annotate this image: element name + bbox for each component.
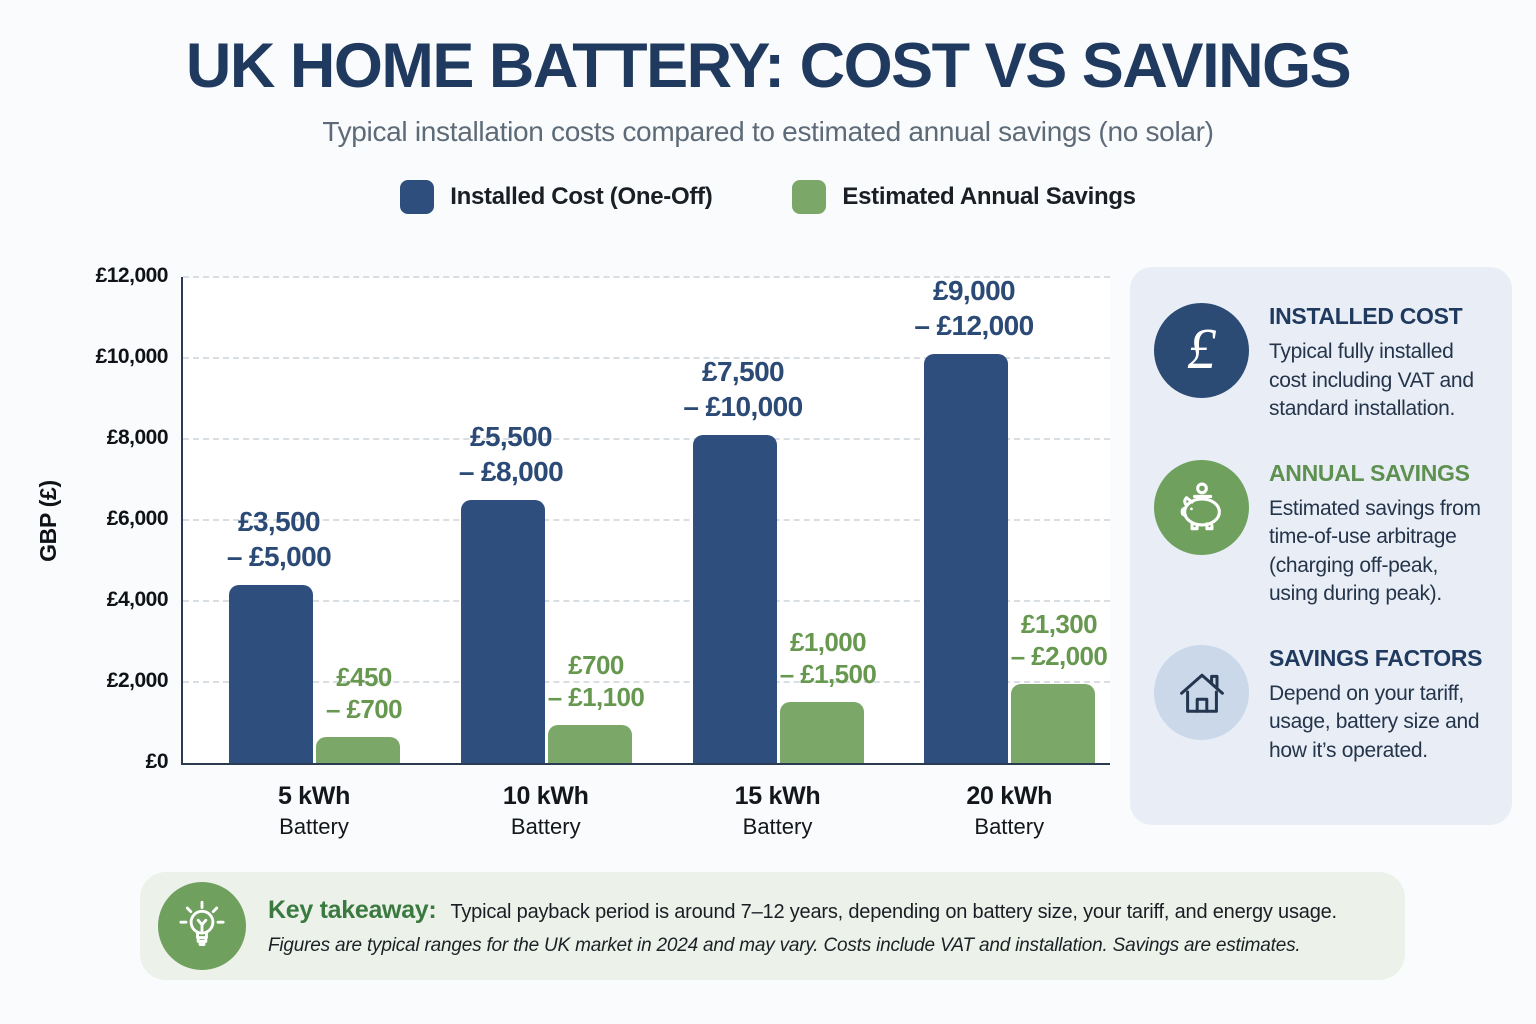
x-axis-label-10kWh: 10 kWh Battery [502,782,589,839]
bar-label-savings-15kWh: £1,000– £1,500 [779,627,877,690]
y-tick-label: £2,000 [106,669,169,692]
bar-cost-5kWh [229,585,313,763]
card-body-annual-savings: Estimated savings from time-of-use arbit… [1269,496,1481,606]
piggy-bank-icon [1154,459,1249,555]
bar-label-cost-15kWh: £7,500– £10,000 [683,356,803,422]
page-subtitle: Typical installation costs compared to e… [322,116,1214,147]
bar-savings-10kWh [548,725,632,763]
legend-swatch-savings-icon [792,180,827,214]
house-icon [1154,644,1249,740]
key-takeaway-banner: Key takeaway: Typical payback period is a… [140,872,1405,980]
bar-cost-10kWh [461,500,545,763]
card-title-savings-factors: SAVINGS FACTORS [1269,644,1483,671]
header: UK HOME BATTERY: COST VS SAVINGS Typical… [0,0,1536,214]
bar-label-cost-5kWh: £3,500– £5,000 [226,506,332,572]
card-body-installed-cost: Typical fully installed cost including V… [1269,340,1474,421]
y-tick-label: £10,000 [95,345,169,368]
legend-label-installed-cost: Installed Cost (One-Off) [450,183,713,210]
bar-savings-15kWh [780,702,864,763]
card-savings-factors: SAVINGS FACTORS Depend on your tariff, u… [1154,644,1490,766]
legend-swatch-cost-icon [400,180,435,214]
y-tick-label: £6,000 [106,507,169,530]
gridline-10000 [183,357,1110,359]
chart-legend: Installed Cost (One-Off) Estimated Annua… [0,180,1536,214]
pound-icon: £ [1154,303,1249,398]
legend-item-installed-cost: Installed Cost (One-Off) [400,180,713,214]
x-axis-line [181,763,1110,765]
takeaway-text: Typical payback period is around 7–12 ye… [450,900,1337,923]
card-title-installed-cost: INSTALLED COST [1269,303,1463,329]
gridline-8000 [183,438,1110,440]
bar-label-cost-20kWh: £9,000– £12,000 [914,275,1034,341]
gridline-6000 [183,519,1110,521]
bar-cost-20kWh [924,354,1008,763]
gridline-4000 [183,600,1110,602]
x-axis-label-15kWh: 15 kWh Battery [734,782,821,839]
takeaway-line: Key takeaway: Typical payback period is a… [268,896,1385,925]
x-axis-label-5kWh: 5 kWh Battery [277,782,351,839]
takeaway-footnote: Figures are typical ranges for the UK ma… [268,934,1301,956]
y-axis-line [181,277,183,763]
legend-item-annual-savings: Estimated Annual Savings [792,180,1136,214]
card-annual-savings: ANNUAL SAVINGS Estimated savings from ti… [1154,459,1490,609]
card-title-annual-savings: ANNUAL SAVINGS [1269,459,1470,486]
page-title: UK HOME BATTERY: COST VS SAVINGS [185,31,1352,101]
y-tick-label: £0 [145,750,169,773]
legend-label-annual-savings: Estimated Annual Savings [842,183,1136,210]
bar-savings-5kWh [316,737,400,763]
bar-cost-15kWh [693,435,777,763]
bar-label-cost-10kWh: £5,500– £8,000 [458,421,564,487]
bar-label-savings-10kWh: £700– £1,100 [547,650,645,713]
y-tick-label: £8,000 [106,426,169,449]
card-installed-cost: £ INSTALLED COST Typical fully installed… [1154,303,1490,424]
info-sidebar: £ INSTALLED COST Typical fully installed… [1130,267,1512,825]
y-tick-label: £4,000 [106,588,169,611]
takeaway-label: Key takeaway: [268,895,437,924]
x-axis-label-20kWh: 20 kWh Battery [966,782,1053,839]
gridline-12000 [183,276,1110,278]
bar-label-savings-20kWh: £1,300– £2,000 [1010,609,1108,672]
card-body-savings-factors: Depend on your tariff, usage, battery si… [1269,681,1480,762]
gridline-2000 [183,681,1110,683]
lightbulb-icon [158,882,246,970]
y-tick-label: £12,000 [95,264,169,287]
bar-savings-20kWh [1011,684,1095,763]
bar-label-savings-5kWh: £450– £700 [326,662,403,725]
